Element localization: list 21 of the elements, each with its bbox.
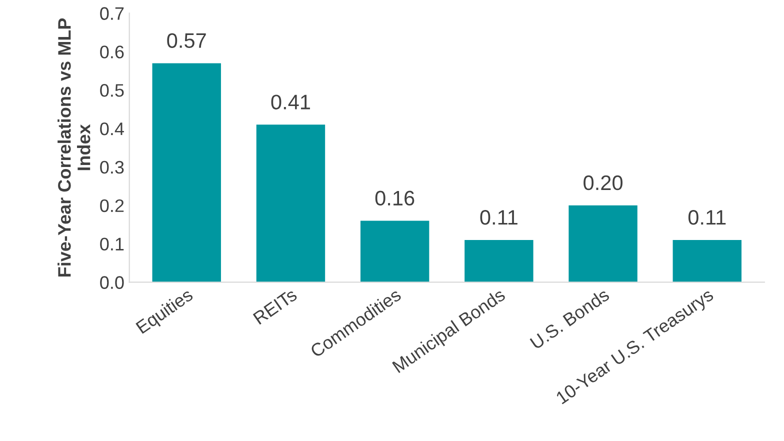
y-axis-title: Five-Year Correlations vs MLP Index [58,18,90,276]
y-tick-label: 0.1 [100,238,124,251]
y-tick-label: 0.6 [100,46,124,58]
data-label: 0.11 [688,210,726,225]
data-label: 0.57 [167,33,206,48]
data-label: 0.11 [480,210,518,225]
y-tick-label: 0.7 [100,7,124,20]
bar [360,220,430,282]
data-label: 0.20 [584,175,622,190]
bar [672,240,742,282]
bar [152,63,221,282]
bar [464,240,534,282]
y-tick-label: 0.3 [100,160,124,174]
data-label: 0.16 [375,190,414,206]
y-tick-label: 0.2 [100,199,124,212]
data-label: 0.41 [271,94,310,110]
y-tick-label: 0.5 [100,84,124,97]
bar [568,205,638,282]
y-tick-label: 0.0 [100,276,124,289]
bar [256,124,326,282]
y-tick-label: 0.4 [100,122,124,136]
